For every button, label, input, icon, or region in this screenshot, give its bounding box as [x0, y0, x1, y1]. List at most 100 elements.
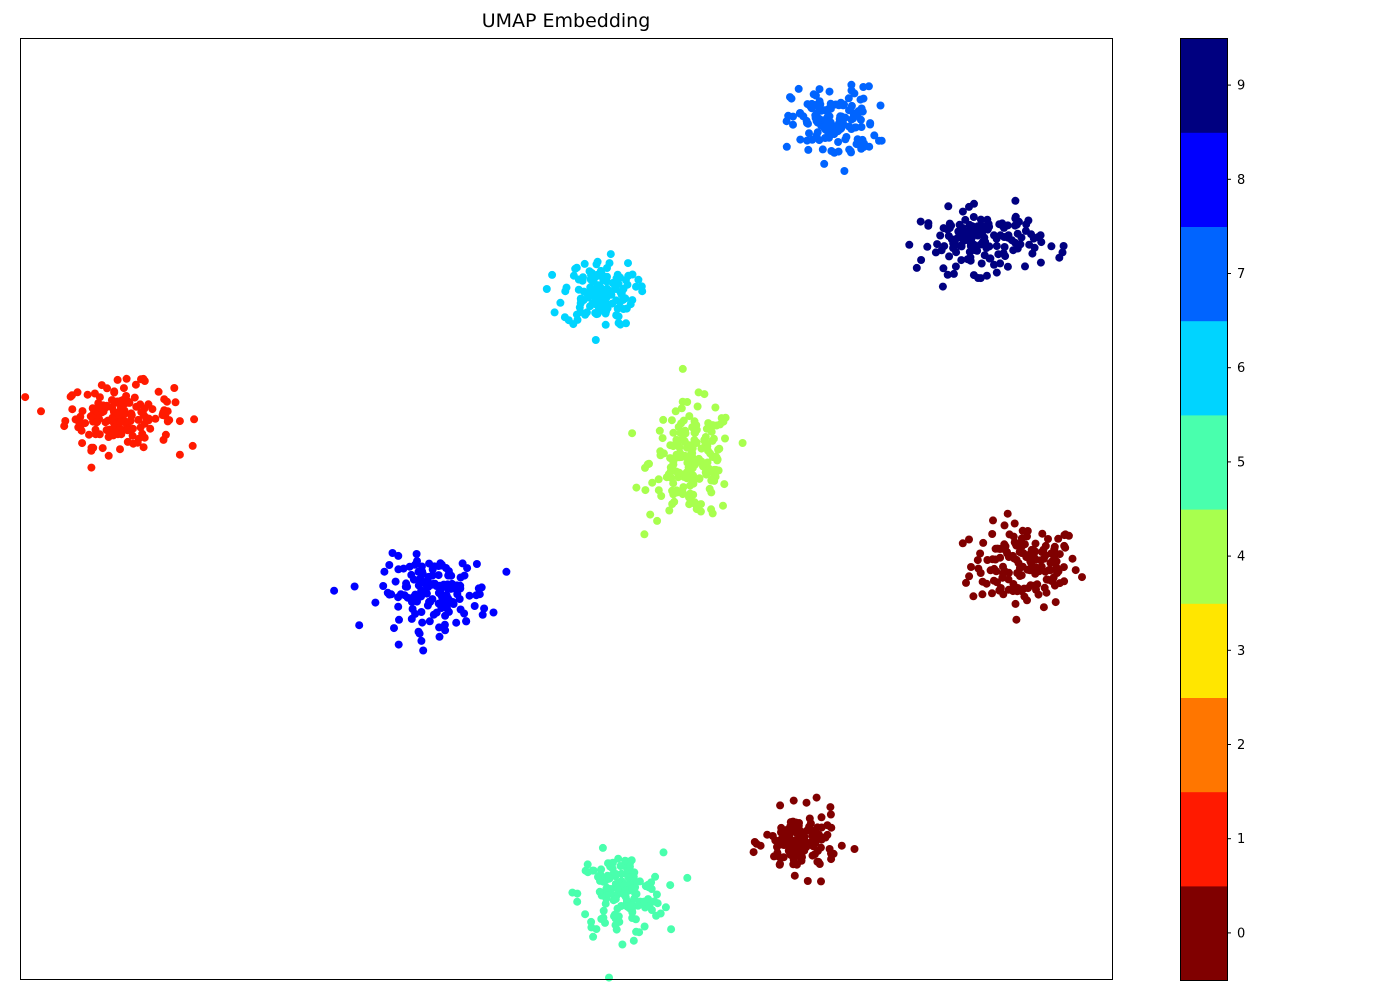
- scatter-point: [835, 124, 844, 133]
- scatter-point: [117, 430, 126, 439]
- scatter-point: [634, 901, 642, 910]
- scatter-point: [818, 145, 827, 154]
- chart-title: UMAP Embedding: [481, 10, 651, 32]
- scatter-point: [596, 876, 604, 885]
- scatter-point: [477, 583, 486, 592]
- scatter-point: [1058, 248, 1067, 257]
- scatter-point: [417, 608, 426, 616]
- scatter-point: [605, 874, 614, 883]
- scatter-point: [996, 259, 1005, 268]
- scatter-point: [414, 627, 423, 636]
- scatter-point: [950, 240, 959, 249]
- scatter-point: [707, 488, 716, 497]
- scatter-point: [632, 282, 640, 291]
- scatter-point: [597, 915, 606, 923]
- scatter-point: [583, 860, 592, 869]
- scatter-point: [1047, 242, 1056, 251]
- scatter-point: [817, 877, 825, 886]
- scatter-point: [1000, 540, 1009, 549]
- scatter-point: [598, 843, 607, 852]
- scatter-point: [1010, 519, 1019, 528]
- scatter-point: [444, 567, 453, 576]
- scatter-point: [788, 845, 797, 854]
- scatter-point: [407, 597, 416, 606]
- scatter-point: [78, 439, 87, 448]
- scatter-point: [1078, 573, 1086, 582]
- scatter-point: [163, 407, 172, 416]
- scatter-point: [418, 618, 427, 627]
- scatter-point: [1000, 521, 1009, 530]
- scatter-point: [601, 320, 610, 329]
- scatter-point: [574, 275, 583, 284]
- scatter-point: [1031, 539, 1040, 548]
- scatter-point: [864, 82, 873, 91]
- scatter-point: [88, 404, 97, 413]
- scatter-point: [996, 231, 1005, 240]
- scatter-point: [710, 476, 719, 485]
- scatter-point: [627, 856, 636, 865]
- scatter-point: [102, 401, 111, 410]
- scatter-point: [799, 112, 808, 121]
- scatter-point: [777, 827, 786, 836]
- colorbar-frame: [1180, 38, 1228, 981]
- scatter-point: [118, 409, 127, 418]
- scatter-point: [623, 280, 632, 289]
- scatter-point: [163, 397, 171, 406]
- scatter-point: [573, 897, 582, 906]
- scatter-point: [965, 535, 973, 544]
- scatter-point: [983, 556, 992, 564]
- scatter-point: [116, 445, 124, 454]
- scatter-point: [782, 142, 791, 151]
- scatter-point: [993, 544, 1002, 553]
- scatter-point: [756, 841, 765, 850]
- scatter-point: [945, 219, 954, 228]
- scatter-point: [667, 416, 676, 425]
- scatter-point: [962, 578, 970, 587]
- scatter-point: [1000, 243, 1009, 251]
- scatter-point: [966, 253, 975, 262]
- scatter-point: [556, 298, 565, 307]
- scatter-point: [647, 885, 656, 893]
- colorbar-tick-label: 9: [1237, 79, 1245, 94]
- scatter-point: [853, 109, 862, 117]
- scatter-point: [93, 417, 102, 426]
- scatter-point: [1015, 564, 1024, 573]
- scatter-point: [805, 129, 813, 138]
- scatter-point: [613, 904, 622, 913]
- scatter-point: [1029, 234, 1038, 243]
- scatter-point: [1022, 220, 1031, 229]
- scatter-point: [550, 308, 559, 317]
- colorbar-segment: [1180, 603, 1227, 698]
- scatter-point: [1038, 529, 1047, 538]
- scatter-point: [850, 845, 859, 853]
- scatter-point: [849, 114, 858, 123]
- scatter-point: [640, 897, 649, 906]
- colorbar-segment: [1180, 697, 1227, 793]
- scatter-point: [700, 437, 709, 446]
- scatter-point: [976, 549, 985, 558]
- scatter-point: [721, 434, 729, 443]
- scatter-point: [417, 636, 426, 645]
- scatter-point: [999, 569, 1007, 578]
- scatter-point: [598, 304, 607, 313]
- scatter-point: [441, 611, 450, 620]
- scatter-point: [697, 444, 706, 453]
- colorbar-segment: [1180, 320, 1227, 416]
- scatter-point: [139, 443, 148, 452]
- scatter-point: [951, 262, 960, 271]
- scatter-point: [562, 283, 571, 292]
- scatter-point: [806, 838, 815, 847]
- scatter-point: [789, 796, 798, 805]
- scatter-point: [379, 582, 388, 590]
- scatter-point: [821, 134, 830, 142]
- scatter-point: [982, 579, 991, 588]
- scatter-point: [1059, 563, 1068, 572]
- scatter-point: [858, 135, 867, 144]
- scatter-point: [667, 925, 676, 934]
- scatter-point: [1017, 233, 1026, 242]
- scatter-point: [428, 595, 437, 604]
- scatter-point: [608, 864, 617, 873]
- scatter-point: [965, 572, 974, 581]
- scatter-point: [619, 305, 628, 313]
- scatter-point: [90, 389, 99, 398]
